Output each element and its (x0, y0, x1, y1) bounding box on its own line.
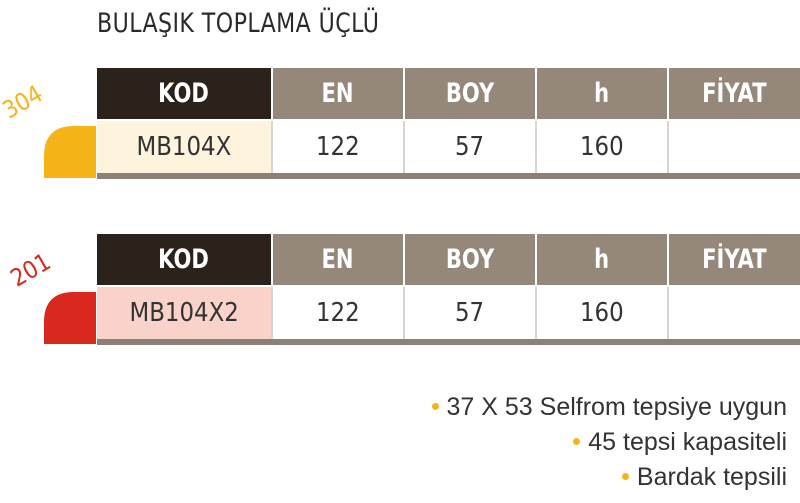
cell-h: 160 (536, 121, 669, 179)
spec-table: KOD EN BOY h FİYAT MB104X 122 57 160 (97, 68, 800, 179)
cell-boy: 57 (404, 287, 537, 345)
material-tab-201 (44, 292, 96, 344)
cell-h: 160 (536, 287, 669, 345)
header-fiyat: FİYAT (668, 68, 800, 119)
list-item: Bardak tepsili (432, 460, 787, 495)
material-tab-304 (44, 126, 96, 178)
product-table-304: 304 KOD EN BOY h FİYAT MB104X 122 57 160 (0, 68, 800, 188)
header-en: EN (272, 234, 405, 285)
table-header-row: KOD EN BOY h FİYAT (97, 68, 800, 119)
cell-code: MB104X2 (97, 287, 273, 345)
header-h: h (536, 68, 669, 119)
table-row: MB104X 122 57 160 (97, 121, 800, 179)
header-kod: KOD (97, 68, 273, 119)
material-label: 304 (0, 79, 48, 125)
material-label: 201 (5, 247, 56, 293)
header-kod: KOD (97, 234, 273, 285)
bullet-icon (573, 437, 581, 445)
cell-en: 122 (272, 287, 405, 345)
cell-price (668, 287, 800, 345)
header-h: h (536, 234, 669, 285)
product-table-201: 201 KOD EN BOY h FİYAT MB104X2 122 57 16… (0, 234, 800, 354)
tab-shape-icon (44, 292, 96, 344)
tab-shape-icon (44, 126, 96, 178)
cell-price (668, 121, 800, 179)
table-row: MB104X2 122 57 160 (97, 287, 800, 345)
feature-list: 37 X 53 Selfrom tepsiye uygun 45 tepsi k… (431, 390, 787, 495)
bullet-icon (431, 402, 439, 410)
table-header-row: KOD EN BOY h FİYAT (97, 234, 800, 285)
bullet-icon (621, 472, 629, 480)
cell-boy: 57 (404, 121, 537, 179)
spec-table: KOD EN BOY h FİYAT MB104X2 122 57 160 (97, 234, 800, 345)
header-fiyat: FİYAT (668, 234, 800, 285)
header-boy: BOY (404, 234, 537, 285)
list-item: 45 tepsi kapasiteli (432, 425, 787, 460)
page-title: BULAŞIK TOPLAMA ÜÇLÜ (97, 8, 380, 39)
cell-code: MB104X (97, 121, 273, 179)
header-en: EN (272, 68, 405, 119)
list-item: 37 X 53 Selfrom tepsiye uygun (431, 390, 787, 425)
cell-en: 122 (272, 121, 405, 179)
header-boy: BOY (404, 68, 537, 119)
